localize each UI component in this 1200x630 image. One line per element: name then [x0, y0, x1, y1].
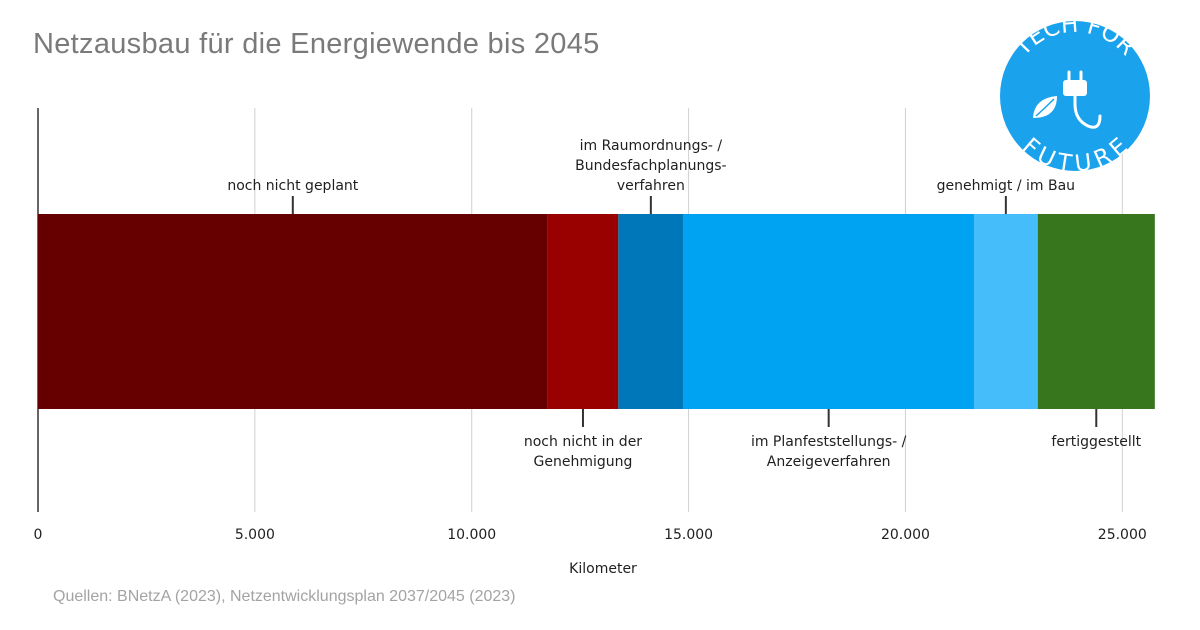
segment-label: Anzeigeverfahren — [767, 454, 891, 470]
segment-label: fertiggestellt — [1051, 434, 1141, 450]
bar-segment — [547, 214, 619, 409]
segment-label: noch nicht geplant — [227, 178, 358, 194]
x-tick-label: 15.000 — [664, 527, 713, 543]
bar-segment — [1037, 214, 1155, 409]
segment-label: Genehmigung — [534, 454, 633, 470]
chart-title: Netzausbau für die Energiewende bis 2045 — [33, 28, 600, 60]
x-tick-labels: 0 5.000 10.000 15.000 20.000 25.000 — [34, 527, 1147, 543]
segment-label: verfahren — [617, 178, 685, 194]
x-tick-label: 0 — [34, 527, 43, 543]
bar-segment — [618, 214, 684, 409]
x-tick-label: 25.000 — [1098, 527, 1147, 543]
segment-annotations: noch nicht geplant noch nicht in der Geneh… — [227, 138, 1141, 470]
bar-segment — [38, 214, 548, 409]
plug-icon — [1063, 70, 1102, 129]
x-tick-label: 5.000 — [235, 527, 275, 543]
segment-label: noch nicht in der — [524, 434, 642, 450]
source-note: Quellen: BNetzA (2023), Netzentwicklungs… — [53, 588, 516, 605]
x-axis-label: Kilometer — [569, 561, 637, 577]
leaf-icon — [1033, 96, 1057, 118]
segment-label: im Planfeststellungs- / — [751, 434, 907, 450]
segment-label: im Raumordnungs- / — [580, 138, 723, 154]
segment-label: Bundesfachplanungs- — [575, 158, 726, 174]
segment-label: genehmigt / im Bau — [937, 178, 1075, 194]
bar-segment — [683, 214, 974, 409]
bar-segments — [38, 214, 1155, 409]
bar-segment — [973, 214, 1038, 409]
x-tick-label: 20.000 — [881, 527, 930, 543]
x-tick-label: 10.000 — [447, 527, 496, 543]
